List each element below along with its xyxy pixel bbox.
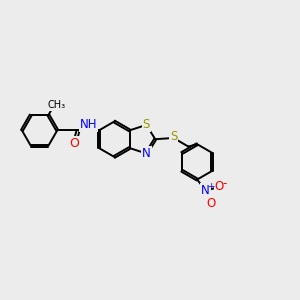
- Text: CH₃: CH₃: [48, 100, 66, 110]
- Text: N: N: [201, 184, 210, 197]
- Text: +: +: [207, 182, 215, 191]
- Text: N: N: [142, 147, 151, 160]
- Text: NH: NH: [80, 118, 97, 131]
- Text: O: O: [214, 180, 224, 194]
- Text: O: O: [70, 137, 80, 150]
- Text: S: S: [170, 130, 177, 143]
- Text: O: O: [206, 197, 216, 210]
- Text: -: -: [223, 177, 227, 190]
- Text: S: S: [143, 118, 150, 131]
